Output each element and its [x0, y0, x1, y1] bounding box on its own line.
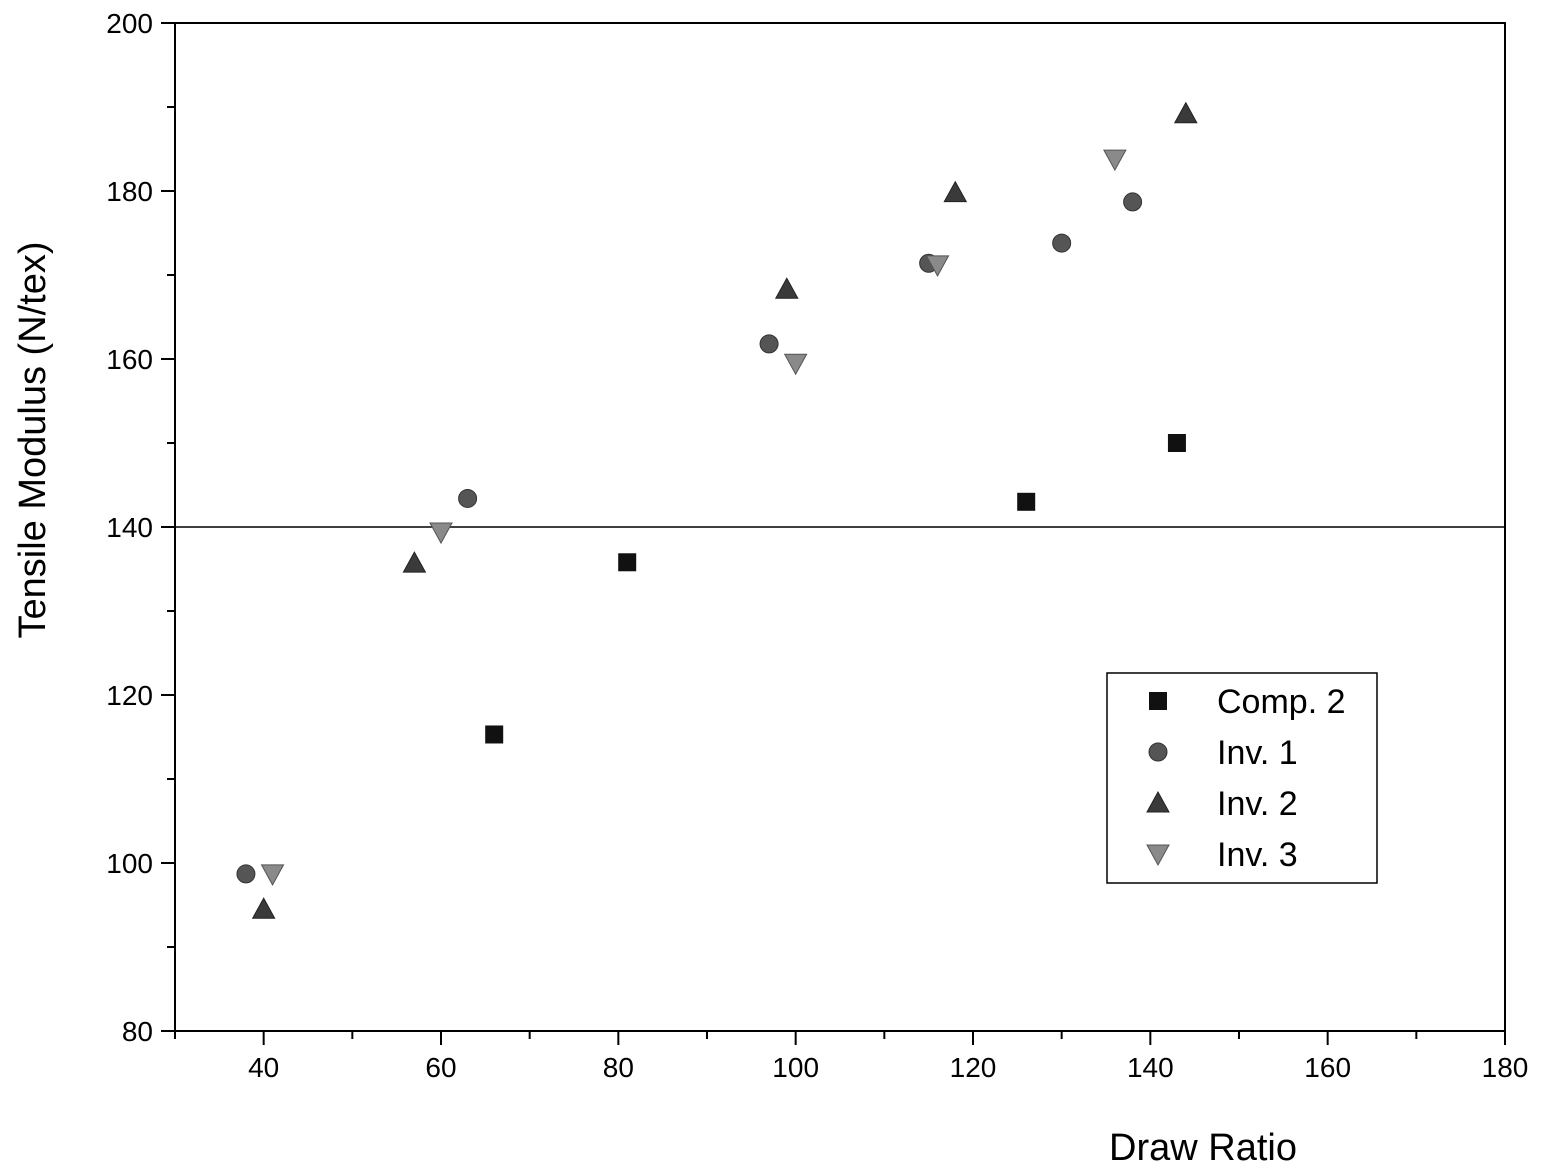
- x-tick-label: 60: [425, 1052, 456, 1083]
- point-inv-3: [783, 353, 808, 376]
- point-inv-1: [1123, 192, 1143, 212]
- x-axis-ticks: 40 60 80 100 120 140 160 180: [174, 1031, 1529, 1083]
- legend-marker-inv-3: [1146, 844, 1170, 867]
- point-comp-2: [485, 725, 504, 744]
- legend-marker-comp-2: [1149, 692, 1167, 710]
- y-tick-label: 160: [106, 344, 153, 375]
- legend-marker-inv-2: [1146, 790, 1170, 813]
- x-axis-title: Draw Ratio: [1109, 1127, 1297, 1169]
- x-tick-label: 80: [603, 1052, 634, 1083]
- y-tick-label: 200: [106, 8, 153, 39]
- x-tick-label: 180: [1482, 1052, 1529, 1083]
- point-inv-1: [236, 864, 256, 884]
- point-comp-2: [1167, 434, 1186, 452]
- legend-label-inv-3: Inv. 3: [1217, 836, 1298, 874]
- point-inv-1: [1052, 233, 1072, 253]
- point-inv-2: [402, 551, 427, 573]
- point-comp-2: [1017, 492, 1036, 511]
- point-inv-2: [943, 180, 968, 203]
- y-tick-label: 80: [122, 1016, 153, 1047]
- y-tick-label: 100: [106, 848, 153, 879]
- point-inv-2: [1173, 101, 1198, 124]
- y-tick-label: 120: [106, 680, 153, 711]
- legend-label-inv-1: Inv. 1: [1217, 734, 1298, 772]
- legend-label-inv-2: Inv. 2: [1217, 785, 1298, 823]
- legend-marker-inv-1: [1148, 742, 1168, 762]
- x-tick-label: 160: [1304, 1052, 1351, 1083]
- y-tick-label: 140: [106, 512, 153, 543]
- y-tick-label: 180: [106, 176, 153, 207]
- point-inv-3: [429, 522, 453, 545]
- x-tick-label: 100: [772, 1052, 819, 1083]
- point-inv-3: [1103, 149, 1127, 172]
- point-inv-1: [759, 334, 779, 354]
- y-axis-title: Tensile Modulus (N/tex): [12, 241, 54, 638]
- point-inv-1: [458, 488, 478, 508]
- point-inv-3: [925, 255, 950, 277]
- point-inv-3: [260, 864, 285, 886]
- legend: Comp. 2 Inv. 1 Inv. 2 Inv. 3: [1106, 672, 1378, 884]
- y-axis-ticks: 80 100 120 140 160 180 200: [106, 8, 175, 1047]
- data-points: [236, 101, 1198, 919]
- point-inv-2: [251, 897, 276, 919]
- x-tick-label: 40: [248, 1052, 279, 1083]
- x-tick-label: 140: [1127, 1052, 1174, 1083]
- point-comp-2: [618, 553, 637, 572]
- point-inv-2: [774, 277, 799, 299]
- legend-label-comp-2: Comp. 2: [1217, 683, 1346, 721]
- x-tick-label: 120: [950, 1052, 997, 1083]
